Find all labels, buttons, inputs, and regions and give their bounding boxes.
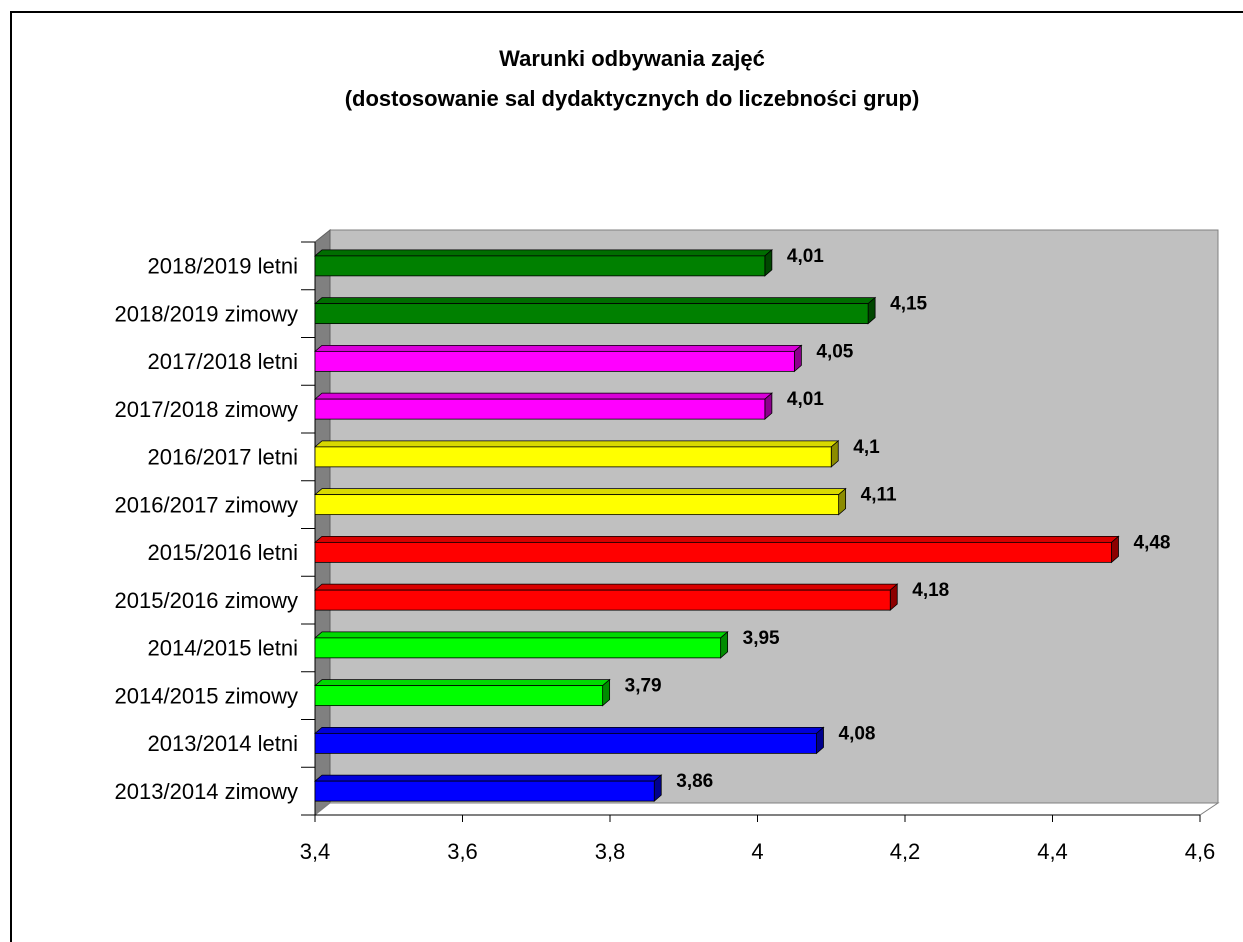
bar-top: [313, 249, 773, 257]
x-tick-label: 4: [751, 839, 763, 864]
bar: [313, 296, 877, 325]
y-tick-label: 2016/2017 zimowy: [115, 492, 298, 517]
bar-front: [314, 637, 722, 659]
bar-top: [313, 774, 663, 782]
y-tick-label: 2018/2019 zimowy: [115, 301, 298, 326]
bar-front: [314, 732, 817, 754]
bar: [313, 726, 825, 755]
bar-top: [313, 488, 847, 496]
bar: [313, 249, 773, 277]
chart-title: Warunki odbywania zajęć: [499, 46, 765, 71]
bar-top: [313, 297, 877, 305]
bar-top: [313, 726, 825, 734]
bar: [313, 344, 803, 373]
bar-front: [314, 255, 766, 277]
bar-top: [313, 440, 840, 448]
bar-front: [314, 589, 891, 611]
y-tick-label: 2018/2019 letni: [148, 254, 298, 279]
bar: [313, 535, 1120, 564]
x-tick-label: 4,2: [890, 839, 921, 864]
bar: [313, 678, 611, 707]
bar-front: [314, 541, 1112, 563]
data-label: 4,11: [861, 485, 897, 506]
y-tick-label: 2013/2014 zimowy: [115, 779, 298, 804]
data-label: 4,15: [890, 294, 927, 315]
bar-front: [314, 398, 766, 420]
x-tick-label: 4,6: [1185, 839, 1216, 864]
bar: [313, 487, 847, 516]
y-tick-label: 2014/2015 zimowy: [115, 683, 298, 708]
bar: [313, 440, 840, 468]
y-tick-label: 2015/2016 zimowy: [115, 588, 298, 613]
x-tick-label: 3,6: [447, 839, 478, 864]
bar-front: [314, 350, 795, 372]
data-label: 4,01: [787, 389, 824, 410]
bar: [313, 774, 663, 802]
bar-top: [313, 583, 899, 591]
data-label: 3,79: [625, 676, 662, 697]
y-tick-label: 2016/2017 letni: [148, 445, 298, 470]
y-tick-label: 2013/2014 letni: [148, 731, 298, 756]
bar-top: [313, 392, 773, 400]
bar-front: [314, 494, 840, 516]
data-label: 3,95: [743, 628, 780, 649]
y-tick-label: 2014/2015 letni: [148, 636, 298, 661]
chart-subtitle: (dostosowanie sal dydaktycznych do licze…: [345, 86, 920, 111]
bar-front: [314, 685, 604, 707]
bar-top: [313, 344, 803, 352]
data-label: 4,18: [912, 580, 949, 601]
floor: [313, 802, 1220, 816]
bar-front: [314, 446, 832, 468]
data-label: 4,08: [839, 723, 876, 744]
x-tick-label: 3,8: [595, 839, 626, 864]
x-tick-label: 3,4: [300, 839, 331, 864]
data-label: 4,01: [787, 246, 824, 267]
bar-top: [313, 631, 729, 639]
data-label: 4,1: [853, 437, 880, 458]
bar: [313, 583, 899, 611]
y-tick-label: 2017/2018 zimowy: [115, 397, 298, 422]
data-label: 3,86: [676, 771, 713, 792]
bar-front: [314, 780, 655, 802]
x-tick-label: 4,4: [1037, 839, 1068, 864]
bar-top: [313, 679, 611, 687]
bar-top: [313, 535, 1120, 543]
y-tick-label: 2015/2016 letni: [148, 540, 298, 565]
bar-front: [314, 303, 869, 325]
data-label: 4,05: [816, 341, 853, 362]
y-tick-label: 2017/2018 letni: [148, 349, 298, 374]
data-label: 4,48: [1134, 532, 1171, 553]
bar: [313, 631, 729, 659]
bar: [313, 392, 773, 420]
